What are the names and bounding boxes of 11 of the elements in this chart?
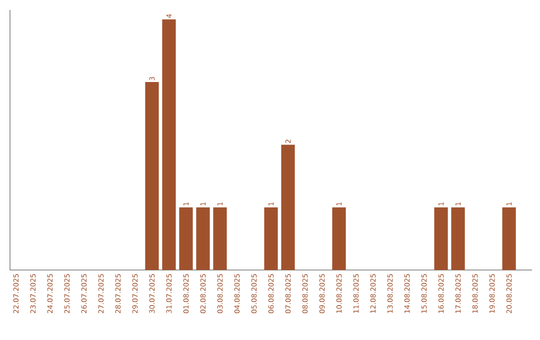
bar xyxy=(196,207,210,270)
bar xyxy=(162,19,176,270)
bar xyxy=(281,144,295,270)
bar xyxy=(502,207,516,270)
bar xyxy=(179,207,193,270)
bar xyxy=(213,207,227,270)
bar xyxy=(264,207,278,270)
bar xyxy=(451,207,465,270)
bar xyxy=(332,207,346,270)
bar xyxy=(145,82,159,270)
bar xyxy=(434,207,448,270)
